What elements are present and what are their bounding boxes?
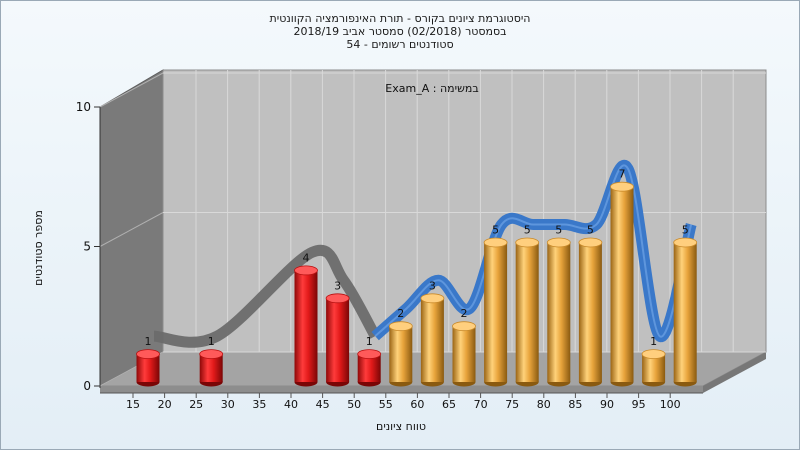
bar-top [452, 321, 476, 332]
bar-top [641, 349, 666, 360]
bar [673, 237, 698, 387]
x-tick-label: 35 [252, 398, 266, 411]
plot-left-wall [99, 69, 164, 387]
bar-top [136, 349, 160, 360]
x-tick-label: 50 [347, 398, 361, 411]
bar-value-label: 2 [461, 307, 468, 320]
bar-value-label: 1 [366, 335, 373, 348]
bar-value-label: 5 [555, 224, 562, 237]
bar-body [547, 242, 571, 382]
bar [325, 293, 350, 387]
x-tick-label: 55 [379, 398, 393, 411]
distribution-curve [153, 160, 697, 348]
bars [136, 181, 698, 387]
bar-body [357, 354, 381, 382]
bar [452, 321, 476, 387]
x-tick-label: 20 [158, 398, 172, 411]
x-tick-label: 65 [442, 398, 456, 411]
bar-body [515, 242, 539, 382]
exam-annotation: במשימה : Exam_A [385, 82, 478, 95]
bar-body [294, 270, 318, 382]
bar-value-label: 5 [492, 224, 499, 237]
bar-value-label: 3 [334, 279, 341, 292]
x-tick-label: 45 [316, 398, 330, 411]
bar [136, 349, 160, 387]
bar-top [483, 237, 508, 248]
bar [357, 349, 382, 387]
bar [515, 237, 540, 387]
bar-top [420, 293, 445, 304]
bar-body [389, 326, 413, 382]
bar [610, 181, 634, 387]
gridline-y-wall [99, 212, 164, 247]
bar-top [610, 181, 634, 192]
bar-value-label: 5 [587, 224, 594, 237]
bar-body [452, 326, 476, 382]
y-tick-label: 5 [83, 240, 91, 254]
bar-body [326, 298, 350, 382]
bar [294, 265, 318, 387]
x-tick-label: 70 [474, 398, 488, 411]
chart-title-line-3: סטודנטים רשומים - 54 [346, 38, 454, 51]
bar-value-label: 2 [397, 307, 404, 320]
distribution-curve-highlight [374, 164, 693, 338]
bar-value-label: 7 [619, 168, 626, 181]
bar-value-label: 1 [145, 335, 152, 348]
x-tick-label: 95 [632, 398, 646, 411]
bar [199, 349, 224, 387]
chart-title-line-2: בסמסטר (02/2018) סמסטר אביב 2018/19 [293, 25, 507, 38]
bar-top [546, 237, 571, 248]
chart-title-line-1: היסטוגרמת ציונים בקורס - תורת האינפורמצי… [269, 12, 531, 25]
bar-top [515, 237, 540, 248]
bar-body [484, 242, 508, 382]
y-tick-label: 10 [76, 100, 91, 114]
x-tick-label: 25 [189, 398, 203, 411]
bar-body [642, 354, 666, 382]
x-tick-label: 75 [505, 398, 519, 411]
bar [641, 349, 666, 387]
bar-body [199, 354, 223, 382]
bar-top [294, 265, 318, 276]
bar-value-label: 1 [208, 335, 215, 348]
bar-value-label: 3 [429, 279, 436, 292]
bar-value-label: 5 [682, 224, 689, 237]
bar-body [578, 242, 602, 382]
bar-top [578, 237, 603, 248]
plot-floor-side [703, 352, 766, 393]
bar-top [325, 293, 350, 304]
bar-top [199, 349, 224, 360]
gridline-y-wall [99, 72, 164, 108]
y-tick-label: 0 [83, 379, 91, 393]
x-tick-label: 100 [660, 398, 681, 411]
y-axis-label: מספר סטודנטים [32, 210, 45, 286]
x-tick-label: 80 [537, 398, 551, 411]
bar-top [357, 349, 382, 360]
plot-floor-edge [100, 386, 703, 393]
bar-value-label: 1 [650, 335, 657, 348]
bar [578, 237, 603, 387]
bar-top [388, 321, 413, 332]
bar [546, 237, 571, 387]
bar [483, 237, 508, 387]
bar-body [610, 186, 634, 382]
bar-body [136, 354, 160, 382]
bar-value-labels: 1 1 4 3 1 2 3 2 5 5 5 5 7 1 5 [145, 168, 689, 348]
x-tick-label: 30 [221, 398, 235, 411]
bar-value-label: 4 [303, 251, 310, 264]
bar [420, 293, 445, 387]
distribution-curve-shadow [153, 244, 381, 348]
x-tick-label: 90 [600, 398, 614, 411]
x-axis-label: טווח ציונים [376, 420, 426, 433]
x-tick-label: 85 [568, 398, 582, 411]
x-tick-label: 40 [284, 398, 298, 411]
bar-body [673, 242, 697, 382]
bar [388, 321, 413, 387]
bar-value-label: 5 [524, 224, 531, 237]
bar-body [420, 298, 444, 382]
x-tick-label: 60 [410, 398, 424, 411]
x-tick-label: 15 [126, 398, 140, 411]
bar-top [673, 237, 698, 248]
